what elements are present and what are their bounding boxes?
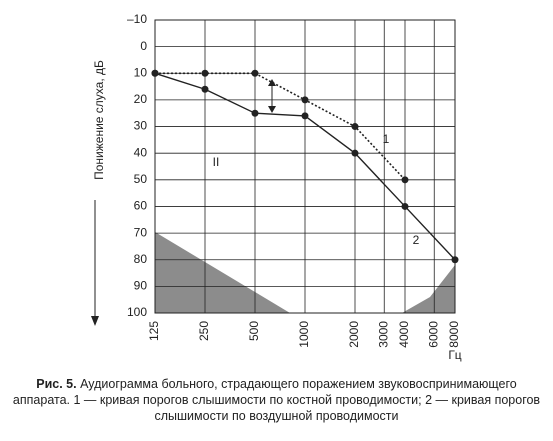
y-axis-label: Понижение слуха, дБ <box>92 60 106 180</box>
data-point <box>201 69 209 77</box>
x-tick-label: 3000 <box>376 321 390 348</box>
data-point <box>251 69 259 77</box>
shaded-region <box>402 265 455 313</box>
arrow-head <box>91 316 99 326</box>
data-point <box>301 96 309 104</box>
y-tick-label: 10 <box>134 65 148 79</box>
x-tick-label: 6000 <box>426 321 440 348</box>
series-label: 1 <box>383 132 390 146</box>
series-label: 2 <box>413 233 420 247</box>
y-tick-label: 90 <box>134 279 148 293</box>
y-tick-label: 80 <box>134 252 148 266</box>
data-point <box>251 109 259 117</box>
x-tick-label: 500 <box>247 321 261 341</box>
y-tick-label: 100 <box>127 305 147 319</box>
caption-label: Рис. 5. <box>36 377 77 391</box>
x-tick-label: 1000 <box>297 321 311 348</box>
y-tick-label: –10 <box>127 12 147 26</box>
x-tick-label: 2000 <box>347 321 361 348</box>
shaded-region <box>155 232 290 313</box>
data-point <box>201 85 209 93</box>
data-point <box>401 202 409 210</box>
x-tick-label: 125 <box>147 321 161 341</box>
data-point <box>351 149 359 157</box>
data-point <box>301 112 309 120</box>
data-point <box>151 69 159 77</box>
caption-text: Аудиограмма больного, страдающего пораже… <box>12 377 541 423</box>
plot-frame <box>154 19 456 314</box>
data-point <box>351 123 359 131</box>
caption: Рис. 5. Аудиограмма больного, страдающег… <box>10 376 543 424</box>
x-axis-label: Гц <box>448 348 461 362</box>
y-tick-label: 50 <box>134 172 148 186</box>
data-point <box>401 176 409 184</box>
arrow-head <box>268 79 276 86</box>
x-tick-label: 4000 <box>397 321 411 348</box>
y-tick-label: 60 <box>134 199 148 213</box>
chart: Понижение слуха, дБ Гц II –10 0 10 20 30 40 50… <box>91 12 462 362</box>
x-tick-label: 250 <box>197 321 211 341</box>
y-tick-label: 20 <box>134 92 148 106</box>
y-tick-label: 40 <box>134 145 148 159</box>
annotation: II <box>213 155 220 169</box>
y-tick-label: 0 <box>140 39 147 53</box>
y-tick-label: 70 <box>134 225 148 239</box>
y-tick-label: 30 <box>134 119 148 133</box>
series-line <box>155 72 406 181</box>
x-tick-label: 8000 <box>447 321 461 348</box>
data-point <box>451 256 459 264</box>
arrow-head <box>268 106 276 113</box>
